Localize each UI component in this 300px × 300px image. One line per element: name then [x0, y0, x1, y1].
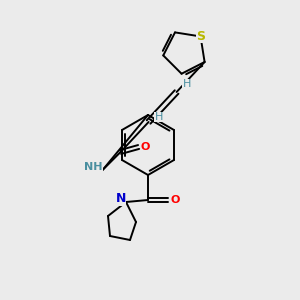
Text: H: H [154, 112, 163, 122]
Text: O: O [141, 142, 150, 152]
Text: O: O [170, 195, 180, 205]
Text: NH: NH [84, 162, 103, 172]
Text: H: H [182, 79, 191, 89]
Text: S: S [196, 30, 205, 43]
Text: N: N [116, 193, 126, 206]
